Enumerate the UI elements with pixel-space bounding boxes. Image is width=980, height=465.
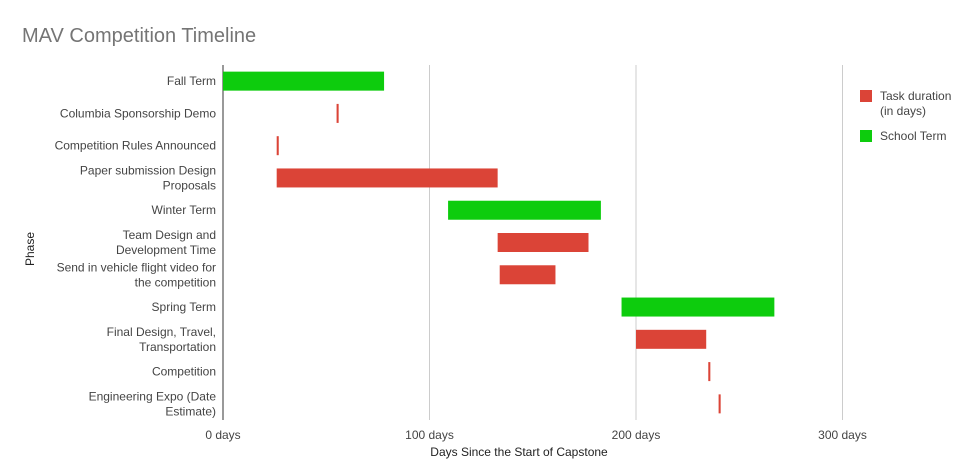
category-label: Transportation xyxy=(139,340,216,354)
bar-send-in-vehicle-flight-video-for-the-competition xyxy=(499,265,556,285)
category-label: Spring Term xyxy=(152,300,216,314)
category-label: Fall Term xyxy=(167,74,216,88)
category-label: Estimate) xyxy=(165,404,216,418)
x-tick-label: 100 days xyxy=(405,428,454,442)
bar-engineering-expo-date-estimate xyxy=(718,394,721,414)
category-label: Final Design, Travel, xyxy=(107,325,216,339)
bar-competition-rules-announced xyxy=(276,136,279,156)
x-tick-label: 200 days xyxy=(612,428,661,442)
legend-swatch xyxy=(860,130,872,142)
bar-competition xyxy=(708,362,711,382)
bar-paper-submission-design-proposals xyxy=(276,168,498,188)
tick-label-layer: 0 days 100 days 200 days 300 days xyxy=(205,428,867,442)
bar-spring-term xyxy=(621,297,775,317)
category-label: Proposals xyxy=(163,178,216,192)
x-tick-label: 0 days xyxy=(205,428,240,442)
chart-title: MAV Competition Timeline xyxy=(22,25,256,47)
x-tick-label: 300 days xyxy=(818,428,867,442)
category-label: Competition Rules Announced xyxy=(55,139,216,153)
bar-layer xyxy=(223,71,775,414)
category-label: Send in vehicle flight video for xyxy=(57,260,216,274)
category-label: Columbia Sponsorship Demo xyxy=(60,106,216,120)
category-label: Winter Term xyxy=(152,203,216,217)
category-label: Development Time xyxy=(116,243,216,257)
legend-label: School Term xyxy=(880,129,946,143)
category-label: Team Design and xyxy=(123,228,216,242)
bar-final-design-travel-transportation xyxy=(636,329,707,349)
bar-winter-term xyxy=(448,200,601,220)
grid-layer xyxy=(222,65,843,420)
bar-columbia-sponsorship-demo xyxy=(336,103,339,123)
category-label: Paper submission Design xyxy=(80,163,216,177)
legend: Task duration(in days) School Term xyxy=(860,89,951,143)
category-label-layer: Fall Term Columbia Sponsorship Demo Compet… xyxy=(55,74,217,418)
y-axis-title: Phase xyxy=(23,232,37,266)
x-axis-title: Days Since the Start of Capstone xyxy=(430,445,608,459)
category-label: Competition xyxy=(152,365,216,379)
bar-fall-term xyxy=(223,71,385,91)
legend-label: Task duration xyxy=(880,89,951,103)
category-label: Engineering Expo (Date xyxy=(89,389,217,403)
legend-label: (in days) xyxy=(880,104,926,118)
legend-swatch xyxy=(860,90,872,102)
category-label: the competition xyxy=(135,275,216,289)
bar-team-design-and-development-time xyxy=(497,233,589,252)
